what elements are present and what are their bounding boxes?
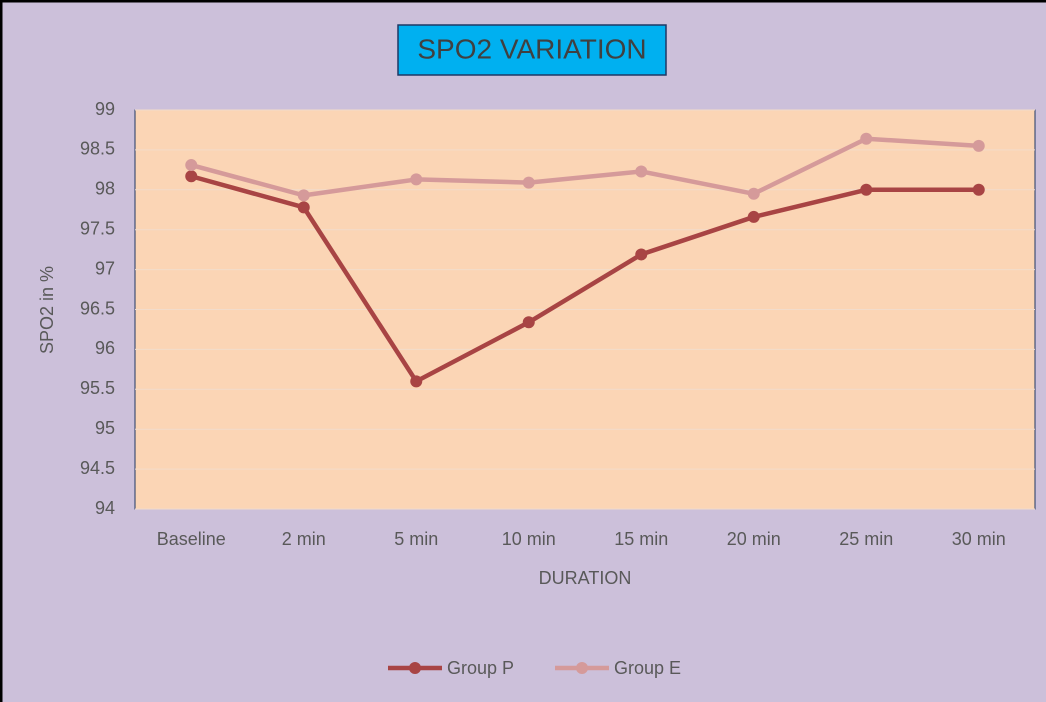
y-tick-label: 94.5 bbox=[80, 458, 115, 478]
data-point bbox=[185, 170, 198, 183]
y-tick-label: 97 bbox=[95, 258, 115, 278]
x-tick-label: 5 min bbox=[394, 529, 438, 549]
x-tick-label: Baseline bbox=[157, 529, 226, 549]
data-point bbox=[522, 176, 535, 189]
data-point bbox=[635, 248, 648, 261]
data-point bbox=[522, 316, 535, 329]
y-tick-label: 98 bbox=[95, 179, 115, 199]
legend-label: Group E bbox=[614, 658, 681, 678]
y-tick-label: 94 bbox=[95, 498, 115, 518]
legend: Group P Group E bbox=[388, 658, 681, 678]
x-tick-label: 20 min bbox=[727, 529, 781, 549]
x-tick-label: 25 min bbox=[839, 529, 893, 549]
legend-label: Group P bbox=[447, 658, 514, 678]
y-tick-label: 96.5 bbox=[80, 298, 115, 318]
data-point bbox=[860, 183, 873, 196]
y-tick-label: 95.5 bbox=[80, 378, 115, 398]
y-tick-label: 95 bbox=[95, 418, 115, 438]
y-tick-label: 96 bbox=[95, 338, 115, 358]
data-point bbox=[747, 187, 760, 200]
legend-marker bbox=[576, 662, 588, 674]
x-tick-label: 30 min bbox=[952, 529, 1006, 549]
x-tick-label: 10 min bbox=[502, 529, 556, 549]
chart-title: SPO2 VARIATION bbox=[417, 33, 646, 64]
data-point bbox=[635, 165, 648, 178]
y-tick-label: 99 bbox=[95, 99, 115, 119]
data-point bbox=[410, 173, 423, 186]
data-point bbox=[185, 159, 198, 172]
data-point bbox=[860, 132, 873, 145]
y-axis-label: SPO2 in % bbox=[37, 266, 57, 354]
x-tick-label: 15 min bbox=[614, 529, 668, 549]
data-point bbox=[297, 189, 310, 202]
data-point bbox=[297, 201, 310, 214]
data-point bbox=[747, 210, 760, 223]
y-tick-label: 97.5 bbox=[80, 218, 115, 238]
x-axis-label: DURATION bbox=[539, 568, 632, 588]
data-point bbox=[972, 139, 985, 152]
data-point bbox=[972, 183, 985, 196]
title-box bbox=[397, 24, 667, 76]
y-tick-label: 98.5 bbox=[80, 139, 115, 159]
data-point bbox=[410, 375, 423, 388]
series-line bbox=[190, 174, 979, 384]
legend-marker bbox=[409, 662, 421, 674]
series-line bbox=[190, 136, 979, 198]
x-tick-label: 2 min bbox=[282, 529, 326, 549]
